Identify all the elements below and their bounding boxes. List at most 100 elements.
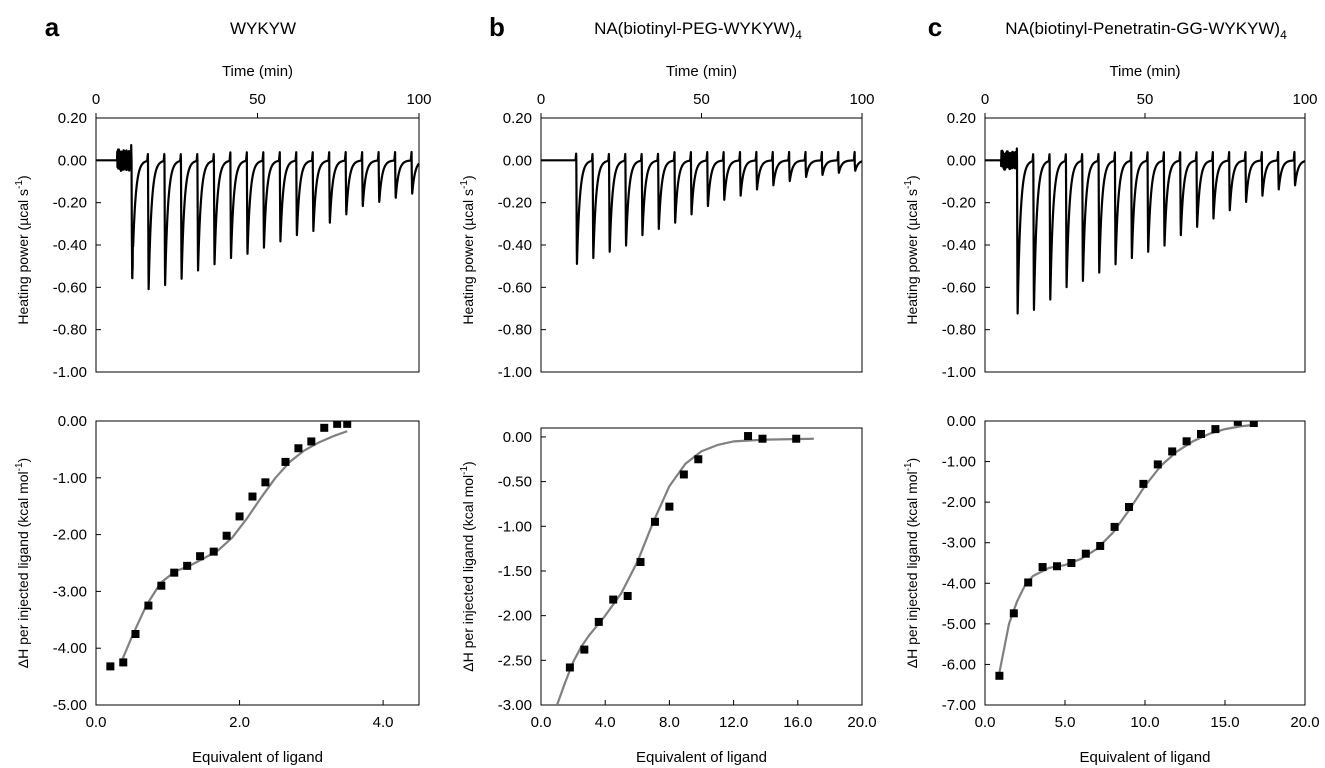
data-point <box>650 517 659 526</box>
data-point <box>320 423 329 432</box>
y-tick-label: 0.00 <box>58 413 87 430</box>
data-point <box>665 502 674 511</box>
data-point <box>343 421 352 428</box>
x-tick-label: 0 <box>537 91 545 108</box>
fit-curve <box>998 423 1258 673</box>
data-point <box>1053 562 1061 571</box>
data-point <box>235 512 244 521</box>
x-tick-label: 2.0 <box>229 714 250 731</box>
y-tick-label: -0.60 <box>498 279 532 296</box>
data-point <box>119 658 128 667</box>
y-tick-label: 0.20 <box>503 110 532 127</box>
data-point <box>1009 609 1018 618</box>
thermogram-panel-a: 0 50 100 Time (min) 0.20 0.00 -0.20 -0.40 -0.60 -… <box>14 63 432 381</box>
data-point <box>694 455 703 464</box>
x-axis-label: Equivalent of ligand <box>192 749 323 766</box>
y-tick-label: -1.50 <box>498 563 532 580</box>
data-point <box>1153 460 1162 469</box>
plot-frame <box>95 420 420 706</box>
data-point <box>636 558 645 567</box>
y-tick-label: -5.00 <box>53 697 87 714</box>
y-tick-label: -2.50 <box>498 652 532 669</box>
plot-frame <box>984 420 1306 706</box>
y-tick-label: -2.00 <box>53 527 87 544</box>
fit-curve <box>120 430 348 663</box>
data-point <box>679 470 688 479</box>
panel-title-b: NA(biotinyl-PEG-WYKYW)4 <box>594 19 802 42</box>
y-tick-label: -4.00 <box>942 575 976 592</box>
y-tick-label: -3.00 <box>942 535 976 552</box>
x-tick-label: 8.0 <box>659 714 680 731</box>
binding-isotherm-panel-b: 0.0 4.0 8.0 12.0 16.0 20.0 Equivalent of ligan… <box>459 427 877 766</box>
data-point <box>1168 447 1177 456</box>
x-tick-label: 15.0 <box>1210 714 1239 731</box>
y-tick-label: -0.20 <box>942 195 976 212</box>
data-point <box>995 671 1004 680</box>
plot-frame <box>540 427 863 706</box>
data-point <box>248 492 257 501</box>
x-tick-label: 0 <box>92 91 100 108</box>
x-tick-label: 12.0 <box>719 714 748 731</box>
y-axis-label: Heating power (µcal s-1) <box>459 175 476 324</box>
y-tick-label: 0.00 <box>947 413 976 430</box>
y-tick-label: -2.00 <box>942 494 976 511</box>
y-tick-label: -1.00 <box>498 364 532 381</box>
data-point <box>609 595 618 604</box>
fit-curve <box>556 437 814 705</box>
panel-letter-b: b <box>489 12 505 42</box>
x-tick-label: 4.0 <box>373 714 394 731</box>
panel-header-a: a WYKYW <box>45 12 296 42</box>
heating-power-trace <box>540 150 863 265</box>
data-point <box>170 568 179 577</box>
x-tick-label: 10.0 <box>1130 714 1159 731</box>
data-point <box>1211 425 1220 434</box>
y-tick-label: -0.60 <box>53 279 87 296</box>
data-point <box>261 478 270 487</box>
x-tick-label: 50 <box>693 91 710 108</box>
data-point <box>580 645 589 654</box>
x-tick-label: 0 <box>981 91 989 108</box>
plot-frame <box>540 117 863 373</box>
y-tick-label: -0.40 <box>498 237 532 254</box>
x-tick-label: 20.0 <box>847 714 876 731</box>
data-point <box>281 457 290 466</box>
y-tick-label: -7.00 <box>942 697 976 714</box>
data-point <box>157 581 166 590</box>
plot-frame <box>95 117 420 373</box>
y-tick-label: -0.40 <box>942 237 976 254</box>
y-tick-label: -0.40 <box>53 237 87 254</box>
panel-letter-c: c <box>928 12 942 42</box>
thermogram-panel-c: 0 50 100 Time (min) 0.20 0.00 -0.20 -0.40 -0.60 -… <box>903 63 1318 381</box>
data-point <box>222 531 231 540</box>
data-point <box>131 630 140 638</box>
y-tick-label: 0.00 <box>947 152 976 169</box>
data-point <box>294 444 303 453</box>
y-tick-label: -1.00 <box>53 470 87 487</box>
data-point <box>1249 421 1258 428</box>
heating-power-trace <box>95 143 420 291</box>
data-point <box>1139 479 1148 488</box>
data-point <box>744 432 753 441</box>
data-point <box>1182 437 1191 446</box>
y-tick-label: -1.00 <box>498 518 532 535</box>
x-tick-label: 4.0 <box>595 714 616 731</box>
data-point <box>307 437 316 446</box>
data-point <box>144 601 153 610</box>
data-point <box>1038 563 1047 572</box>
y-tick-label: -6.00 <box>942 656 976 673</box>
data-point <box>551 710 559 718</box>
x-tick-label: 0.0 <box>531 714 552 731</box>
panel-title-subscript: 4 <box>1280 28 1287 42</box>
data-point <box>1067 559 1076 567</box>
data-point <box>1110 522 1119 531</box>
x-tick-label: 20.0 <box>1290 714 1319 731</box>
data-point <box>209 547 218 556</box>
data-point <box>1233 421 1242 426</box>
data-point <box>183 561 192 570</box>
data-point <box>1024 578 1033 587</box>
y-axis-label: Heating power (µcal s-1) <box>14 175 31 324</box>
x-tick-label: 100 <box>1292 91 1317 108</box>
x-tick-label: 0.0 <box>975 714 996 731</box>
y-tick-label: -0.20 <box>53 195 87 212</box>
